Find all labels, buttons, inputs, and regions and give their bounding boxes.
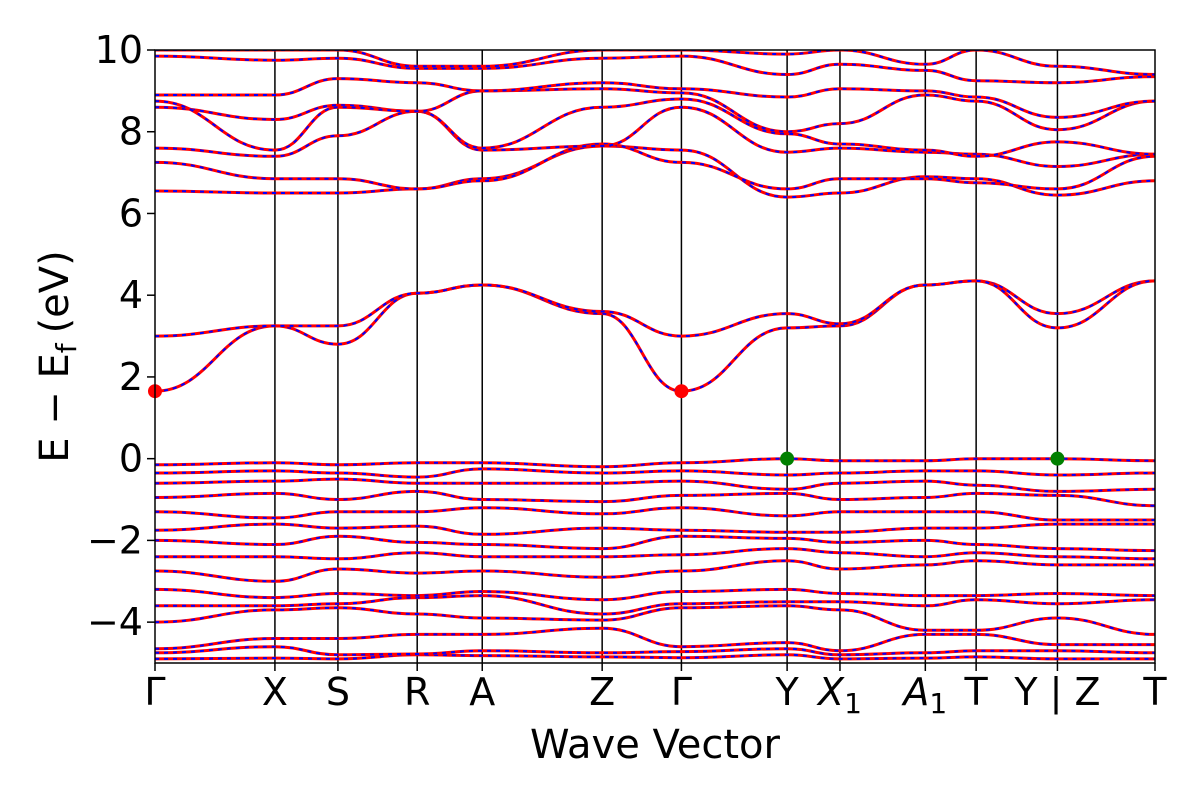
band-line-spin-up [155, 97, 1155, 158]
band-line-spin-up [155, 457, 1155, 469]
band-line-spin-down [155, 279, 1155, 393]
band-line-spin-up [155, 489, 1155, 508]
x-axis-ticks: Γ X S R A Z Γ Y X1 A1 T Y | Z T [144, 663, 1167, 720]
band-line-spin-up [155, 604, 1155, 636]
band-line-spin-down [155, 144, 1155, 199]
band-line-spin-down [155, 523, 1155, 536]
y-tick-label: 0 [119, 437, 143, 481]
y-axis-ticks: 10 8 6 4 2 0 −2 −4 [87, 28, 155, 644]
band-line-spin-up [155, 534, 1155, 553]
extrema-markers [148, 384, 1065, 466]
x-tick-label: A1 [900, 670, 947, 720]
x-tick-label: T [964, 670, 989, 714]
x-tick-label: A [469, 670, 495, 714]
y-tick-label: 4 [119, 273, 143, 317]
y-tick-label: 2 [119, 355, 143, 399]
y-tick-label: −4 [87, 600, 143, 644]
y-tick-label: −2 [87, 518, 143, 562]
y-tick-label: 8 [119, 110, 143, 154]
band-line-spin-up [155, 559, 1155, 583]
band-line-spin-up [155, 626, 1155, 653]
band-line-spin-down [155, 490, 1155, 507]
y-tick-label: 6 [119, 191, 143, 235]
band-line-spin-down [155, 106, 1155, 168]
band-line-spin-down [155, 77, 1155, 119]
y-axis-label-unit: (eV) [32, 250, 78, 333]
band-line-spin-up [155, 645, 1155, 657]
x-axis-label: Wave Vector [530, 722, 781, 768]
band-line-spin-down [155, 535, 1155, 552]
band-line-spin-down [155, 467, 1155, 479]
x-tick-label: Y [775, 670, 800, 714]
band-line-spin-up [155, 87, 1155, 152]
band-line-spin-up [155, 522, 1155, 536]
x-tick-label: Z [589, 670, 615, 714]
x-tick-label: S [326, 670, 350, 714]
plot-frame [154, 49, 1156, 664]
band-line-spin-down [155, 604, 1155, 636]
x-tick-label: Γ [671, 670, 692, 714]
band-line-spin-up [155, 477, 1155, 493]
band-line-spin-down [155, 279, 1155, 338]
band-line-spin-down [155, 478, 1155, 493]
band-line-spin-down [155, 594, 1155, 616]
x-tick-label: R [404, 670, 430, 714]
band-line-spin-up [155, 506, 1155, 522]
band-line-spin-down [155, 627, 1155, 652]
band-extremum-marker [780, 451, 795, 466]
band-line-spin-down [155, 588, 1155, 601]
band-lines [155, 50, 1155, 661]
band-line-spin-up [155, 587, 1155, 602]
band-line-spin-down [155, 559, 1155, 583]
band-line-spin-down [155, 142, 1155, 190]
band-extremum-marker [674, 384, 689, 399]
band-line-spin-down [155, 50, 1155, 76]
x-tick-label: X1 [816, 670, 862, 720]
y-axis-label-main: E − E [32, 353, 78, 463]
band-line-spin-down [155, 87, 1155, 152]
band-line-spin-down [155, 645, 1155, 656]
band-line-spin-down [155, 506, 1155, 522]
band-extremum-marker [1050, 451, 1065, 466]
y-tick-label: 10 [95, 28, 143, 72]
band-line-spin-down [155, 55, 1155, 84]
x-tick-label: Y | Z [1013, 670, 1100, 715]
y-axis-label: E − Ef (eV) [32, 250, 83, 463]
x-tick-label: X [262, 670, 288, 714]
x-tick-label: Γ [144, 670, 165, 714]
x-tick-label: T [1142, 670, 1167, 714]
band-line-spin-up [155, 653, 1155, 661]
band-line-spin-down [155, 547, 1155, 560]
band-line-spin-down [155, 653, 1155, 660]
band-line-spin-up [155, 547, 1155, 561]
band-line-spin-down [155, 457, 1155, 468]
y-axis-label-subscript: f [50, 342, 83, 353]
band-line-spin-up [155, 54, 1155, 85]
band-line-spin-up [155, 467, 1155, 479]
